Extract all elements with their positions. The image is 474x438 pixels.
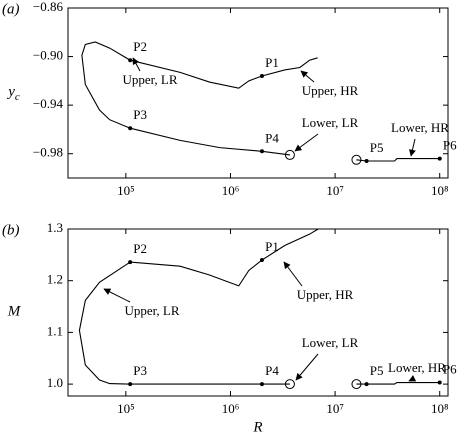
annotation-arrow (300, 70, 315, 83)
point-label: P5 (370, 140, 384, 155)
y-axis-label: yc (6, 84, 20, 102)
annotation-arrow (408, 375, 417, 382)
point-label: P1 (265, 55, 279, 70)
point (128, 126, 133, 131)
y-tick-label: −0.94 (33, 96, 64, 111)
x-tick-label: 10⁸ (431, 401, 449, 416)
point-label: P2 (133, 39, 147, 54)
point (128, 382, 133, 387)
point (259, 258, 264, 263)
x-tick-label: 10⁶ (222, 183, 240, 198)
axes-frame (67, 228, 449, 397)
open-marker (284, 379, 295, 390)
annotation-arrow (132, 57, 141, 72)
panel-label: (b) (2, 222, 20, 238)
annotation: Lower, HR (391, 120, 449, 135)
point-label: P2 (133, 241, 147, 256)
open-marker (351, 154, 362, 165)
point (128, 260, 133, 265)
x-tick-label: 10⁵ (117, 401, 135, 416)
annotation: Upper, LR (124, 303, 179, 318)
y-axis-label-main: y (6, 84, 15, 100)
curve (356, 382, 440, 385)
annotation: Upper, LR (122, 72, 177, 87)
y-tick-label: −0.86 (33, 0, 64, 14)
annotation: Upper, HR (302, 83, 359, 98)
point-label: P6 (443, 362, 457, 377)
x-axis-label: R (252, 419, 262, 435)
x-tick-label: 10⁸ (431, 183, 449, 198)
point (364, 382, 369, 387)
annotation-arrow (294, 133, 319, 152)
annotation-arrow (103, 288, 131, 303)
curve (78, 228, 319, 385)
point (259, 74, 264, 78)
curve (356, 158, 440, 162)
y-tick-label: −0.90 (33, 48, 63, 63)
open-marker (284, 149, 295, 160)
annotation-arrow (409, 138, 416, 157)
x-tick-label: 10⁵ (117, 183, 135, 198)
curve (81, 41, 318, 156)
y-tick-label: −0.98 (33, 145, 63, 160)
point (259, 382, 264, 387)
annotation: Lower, LR (302, 115, 359, 130)
point (259, 149, 264, 154)
y-axis-label: M (7, 304, 22, 320)
point-label: P6 (443, 138, 457, 153)
open-marker (351, 379, 362, 390)
point (437, 156, 442, 161)
annotation: Lower, LR (302, 335, 359, 350)
point (128, 58, 133, 63)
y-tick-label: 1.0 (47, 375, 63, 390)
y-axis-label-subscript: c (15, 91, 20, 103)
annotation: Upper, HR (297, 287, 354, 302)
y-tick-label: 1.2 (47, 272, 63, 287)
point-label: P1 (265, 239, 279, 254)
y-tick-label: 1.3 (47, 220, 63, 235)
y-axis-label-main: M (7, 304, 22, 320)
x-tick-label: 10⁶ (222, 401, 240, 416)
annotation-arrow (283, 261, 303, 287)
point-label: P4 (265, 130, 279, 145)
point (437, 380, 442, 385)
point (364, 159, 369, 163)
x-tick-label: 10⁷ (326, 401, 344, 416)
point-label: P3 (133, 107, 147, 122)
x-tick-label: 10⁷ (326, 183, 344, 198)
panel-label: (a) (2, 1, 20, 17)
point-label: P4 (265, 363, 279, 378)
y-tick-label: 1.1 (47, 323, 63, 338)
point-label: P3 (133, 363, 147, 378)
point-label: P5 (370, 363, 384, 378)
annotation: Lower, HR (388, 360, 446, 375)
axes-frame (67, 7, 449, 179)
annotation-arrow (295, 353, 319, 381)
